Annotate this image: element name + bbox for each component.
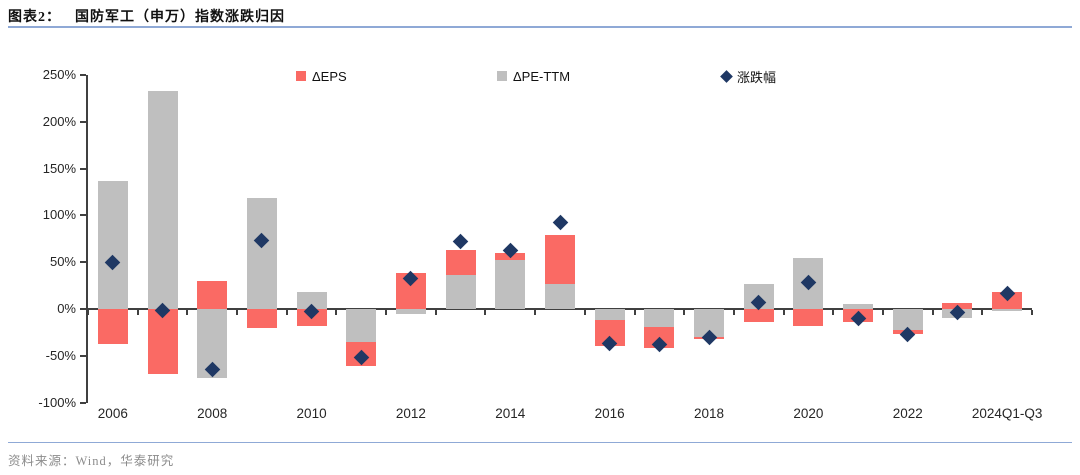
source-note: 资料来源：Wind，华泰研究 [8,454,175,468]
footer-divider [8,442,1072,443]
change-diamond-icon [720,69,733,83]
legend-label-eps: ΔEPS [312,68,347,84]
y-tick [80,354,86,357]
x-tick [633,310,636,315]
x-tick [782,310,785,315]
legend-label-pe: ΔPE-TTM [513,68,571,84]
bar-segment-pe [445,275,476,309]
x-tick [484,310,487,315]
bar-segment-pe [644,309,675,327]
bar-segment-eps [197,280,228,309]
x-axis-label: 2022 [892,406,923,421]
bar-segment-pe [495,260,526,309]
legend-item-change: 涨跌幅 [720,68,777,85]
y-tick [80,214,86,217]
x-tick [335,310,338,315]
x-tick [136,310,139,315]
y-tick [80,401,86,404]
x-tick [285,310,288,315]
y-tick [80,167,86,170]
bar-segment-eps [147,309,178,375]
x-axis-label: 2016 [594,406,625,421]
y-tick [80,120,86,123]
x-tick [385,310,388,315]
x-tick [931,310,934,315]
x-tick [583,310,586,315]
y-tick-label: 0% [57,301,76,316]
attribution-chart: ΔEPS ΔPE-TTM 涨跌幅 250% 200% 150% 100% 50% 0% -5… [0,30,1080,430]
x-tick [732,310,735,315]
y-tick-label: 50% [49,254,76,270]
pe-swatch-icon [497,71,507,81]
bar-segment-pe [594,309,625,321]
bar-segment-eps [545,235,575,284]
bar-segment-pe [395,309,426,314]
bar-segment-pe [892,309,923,330]
bar-segment-pe [246,197,277,309]
x-axis-label: 2024Q1-Q3 [971,406,1043,421]
y-tick-label: 100% [42,207,76,223]
y-tick-label: 250% [42,67,76,83]
change-marker [552,214,568,230]
x-axis-label: 2012 [395,406,426,421]
y-tick [80,261,86,264]
bar-segment-pe [843,304,874,309]
x-axis-label: 2006 [97,406,128,421]
bar-segment-eps [743,309,774,323]
x-tick [236,310,239,315]
y-axis [86,75,88,403]
y-tick-label: 200% [42,113,76,129]
bar-segment-pe [147,91,178,309]
x-tick [832,310,835,315]
x-axis-label: 2010 [296,406,327,421]
bar-segment-pe [296,292,327,309]
x-tick [981,310,984,315]
x-axis-label: 2008 [197,406,228,421]
bar-segment-eps [445,250,476,276]
change-marker [452,233,469,250]
bar-segment-pe [545,283,575,309]
eps-swatch-icon [296,71,306,81]
y-tick [80,74,86,77]
x-tick [87,310,89,315]
title-underline [8,26,1072,28]
x-tick [434,310,437,315]
x-tick [683,310,686,315]
y-tick-label: -100% [38,394,76,410]
x-axis-label: 2014 [495,406,526,421]
x-axis-zero-line [88,308,1032,310]
y-tick-label: 150% [42,160,76,176]
legend-item-eps: ΔEPS [296,68,347,84]
x-axis-label: 2018 [694,406,725,421]
bar-segment-pe [992,309,1023,311]
bar-segment-eps [246,309,277,328]
chart-legend: ΔEPS ΔPE-TTM 涨跌幅 [0,68,1080,86]
bar-segment-eps [793,309,824,326]
x-tick [1031,310,1033,315]
y-tick-label: -50% [45,347,76,363]
legend-item-pe: ΔPE-TTM [497,68,570,84]
bar-segment-eps [97,309,128,344]
figure-number-label: 图表2： [8,10,61,25]
figure-title-text: 国防军工（申万）指数涨跌归因 [75,10,285,25]
y-tick [80,308,86,310]
bar-segment-pe [346,309,377,342]
x-tick [534,310,537,315]
legend-label-change: 涨跌幅 [737,69,777,85]
x-axis-label: 2020 [793,406,824,421]
bar-segment-pe [97,180,128,309]
x-tick [186,310,189,315]
x-tick [881,310,884,315]
figure-title: 图表2： 国防军工（申万）指数涨跌归因 [8,6,285,26]
